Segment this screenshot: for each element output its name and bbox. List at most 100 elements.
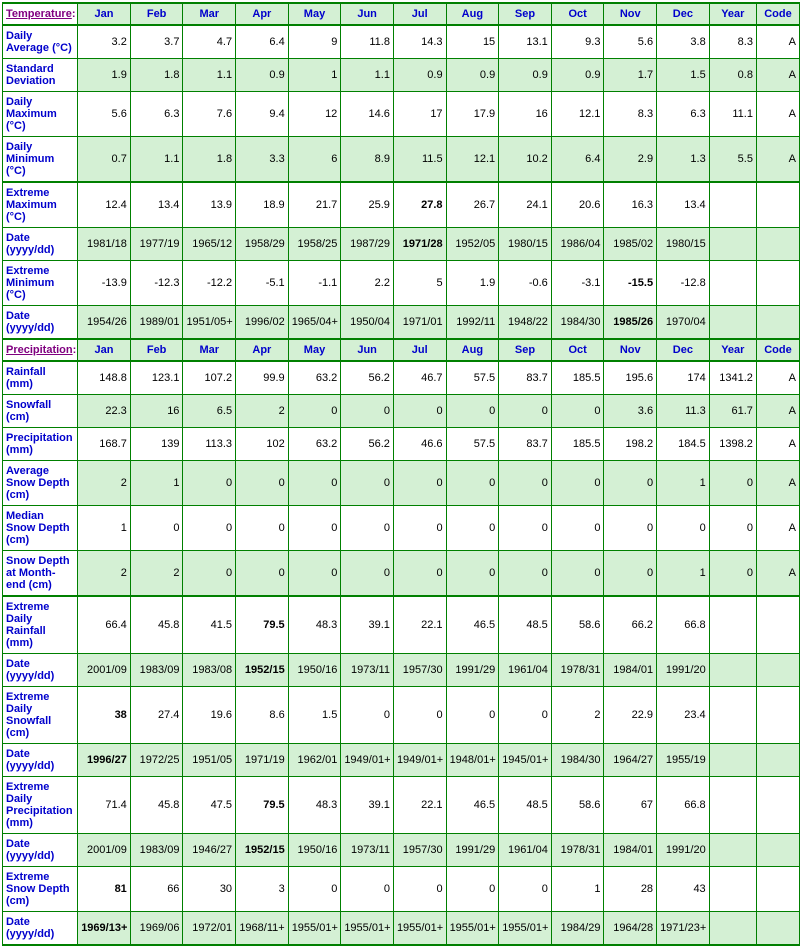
col-header-link[interactable]: Jun (357, 8, 377, 20)
col-header-link[interactable]: Mar (199, 344, 219, 356)
col-header[interactable]: Mar (183, 3, 236, 25)
data-cell: 3 (236, 867, 289, 912)
col-header-link[interactable]: Year (721, 8, 744, 20)
climate-table: Temperature: Jan Feb Mar Apr May Jun Jul Aug Sep O… (2, 2, 800, 946)
data-cell: 13.9 (183, 182, 236, 228)
data-cell (709, 182, 756, 228)
data-cell: 45.8 (130, 777, 183, 834)
col-header-link[interactable]: Sep (515, 344, 535, 356)
col-header-link[interactable]: Jan (95, 8, 114, 20)
col-header[interactable]: Mar (183, 339, 236, 361)
data-cell: 1950/16 (288, 654, 341, 687)
data-cell (709, 228, 756, 261)
data-cell: 0 (551, 551, 604, 597)
col-header[interactable]: Feb (130, 3, 183, 25)
col-header[interactable]: Jul (393, 339, 446, 361)
col-header-link[interactable]: Feb (147, 8, 167, 20)
col-header-link[interactable]: Dec (673, 344, 693, 356)
col-header-link[interactable]: Jul (412, 8, 428, 20)
data-cell: 57.5 (446, 428, 499, 461)
col-header[interactable]: Jun (341, 3, 394, 25)
row-label: Date (yyyy/dd) (3, 654, 78, 687)
data-cell: 48.5 (499, 777, 552, 834)
data-cell: 11.3 (657, 395, 710, 428)
data-cell: 1957/30 (393, 654, 446, 687)
col-header[interactable]: Aug (446, 339, 499, 361)
data-cell: 1949/01+ (341, 744, 394, 777)
col-header[interactable]: Sep (499, 3, 552, 25)
col-header[interactable]: Dec (657, 339, 710, 361)
col-header-link[interactable]: Year (721, 344, 744, 356)
col-header[interactable]: Code (756, 3, 799, 25)
col-header[interactable]: Aug (446, 3, 499, 25)
section-title: Temperature: (3, 3, 78, 25)
col-header-link[interactable]: Code (764, 8, 792, 20)
col-header-link[interactable]: May (304, 8, 325, 20)
col-header-link[interactable]: Sep (515, 8, 535, 20)
col-header-link[interactable]: Nov (620, 8, 641, 20)
col-header[interactable]: May (288, 3, 341, 25)
col-header[interactable]: Sep (499, 339, 552, 361)
section-link[interactable]: Temperature (6, 8, 72, 20)
data-cell: 22.1 (393, 596, 446, 654)
data-cell: 63.2 (288, 428, 341, 461)
data-cell: 2 (236, 395, 289, 428)
col-header[interactable]: Jul (393, 3, 446, 25)
col-header[interactable]: Oct (551, 339, 604, 361)
data-cell: 14.6 (341, 92, 394, 137)
col-header[interactable]: Nov (604, 3, 657, 25)
data-cell: 174 (657, 361, 710, 395)
col-header[interactable]: Jan (78, 339, 131, 361)
col-header[interactable]: Jun (341, 339, 394, 361)
col-header-link[interactable]: Oct (568, 344, 586, 356)
col-header-link[interactable]: May (304, 344, 325, 356)
col-header-link[interactable]: Mar (199, 8, 219, 20)
data-cell: 48.5 (499, 596, 552, 654)
col-header[interactable]: Apr (236, 3, 289, 25)
col-header[interactable]: Feb (130, 339, 183, 361)
data-cell: 66.4 (78, 596, 131, 654)
col-header-link[interactable]: Feb (147, 344, 167, 356)
col-header[interactable]: Apr (236, 339, 289, 361)
data-cell: 0 (499, 551, 552, 597)
col-header[interactable]: Nov (604, 339, 657, 361)
data-cell: 9 (288, 25, 341, 59)
data-cell: 30 (183, 867, 236, 912)
col-header-link[interactable]: Apr (252, 344, 271, 356)
data-cell: 0 (709, 551, 756, 597)
data-cell: 1973/11 (341, 654, 394, 687)
col-header[interactable]: Jan (78, 3, 131, 25)
data-cell: 1950/16 (288, 834, 341, 867)
col-header[interactable]: Year (709, 339, 756, 361)
col-header[interactable]: May (288, 339, 341, 361)
col-header-link[interactable]: Jan (95, 344, 114, 356)
data-cell: 2001/09 (78, 834, 131, 867)
col-header[interactable]: Dec (657, 3, 710, 25)
data-cell: 0 (288, 551, 341, 597)
col-header-link[interactable]: Dec (673, 8, 693, 20)
col-header-link[interactable]: Jun (357, 344, 377, 356)
col-header-link[interactable]: Nov (620, 344, 641, 356)
data-cell: 1985/02 (604, 228, 657, 261)
data-cell: 25.9 (341, 182, 394, 228)
col-header[interactable]: Code (756, 339, 799, 361)
section-link[interactable]: Precipitation (6, 344, 73, 356)
data-cell: 1969/06 (130, 912, 183, 946)
data-cell: 1969/13+ (78, 912, 131, 946)
col-header-link[interactable]: Apr (252, 8, 271, 20)
data-cell: 1973/11 (341, 834, 394, 867)
data-cell: 4.7 (183, 25, 236, 59)
col-header[interactable]: Oct (551, 3, 604, 25)
data-cell: 17.9 (446, 92, 499, 137)
col-header-link[interactable]: Aug (462, 344, 483, 356)
col-header[interactable]: Year (709, 3, 756, 25)
data-cell: 0 (341, 687, 394, 744)
col-header-link[interactable]: Jul (412, 344, 428, 356)
data-cell: 195.6 (604, 361, 657, 395)
col-header-link[interactable]: Code (764, 344, 792, 356)
data-cell: 1 (657, 461, 710, 506)
col-header-link[interactable]: Aug (462, 8, 483, 20)
col-header-link[interactable]: Oct (568, 8, 586, 20)
data-cell: 0 (341, 867, 394, 912)
data-cell (756, 744, 799, 777)
